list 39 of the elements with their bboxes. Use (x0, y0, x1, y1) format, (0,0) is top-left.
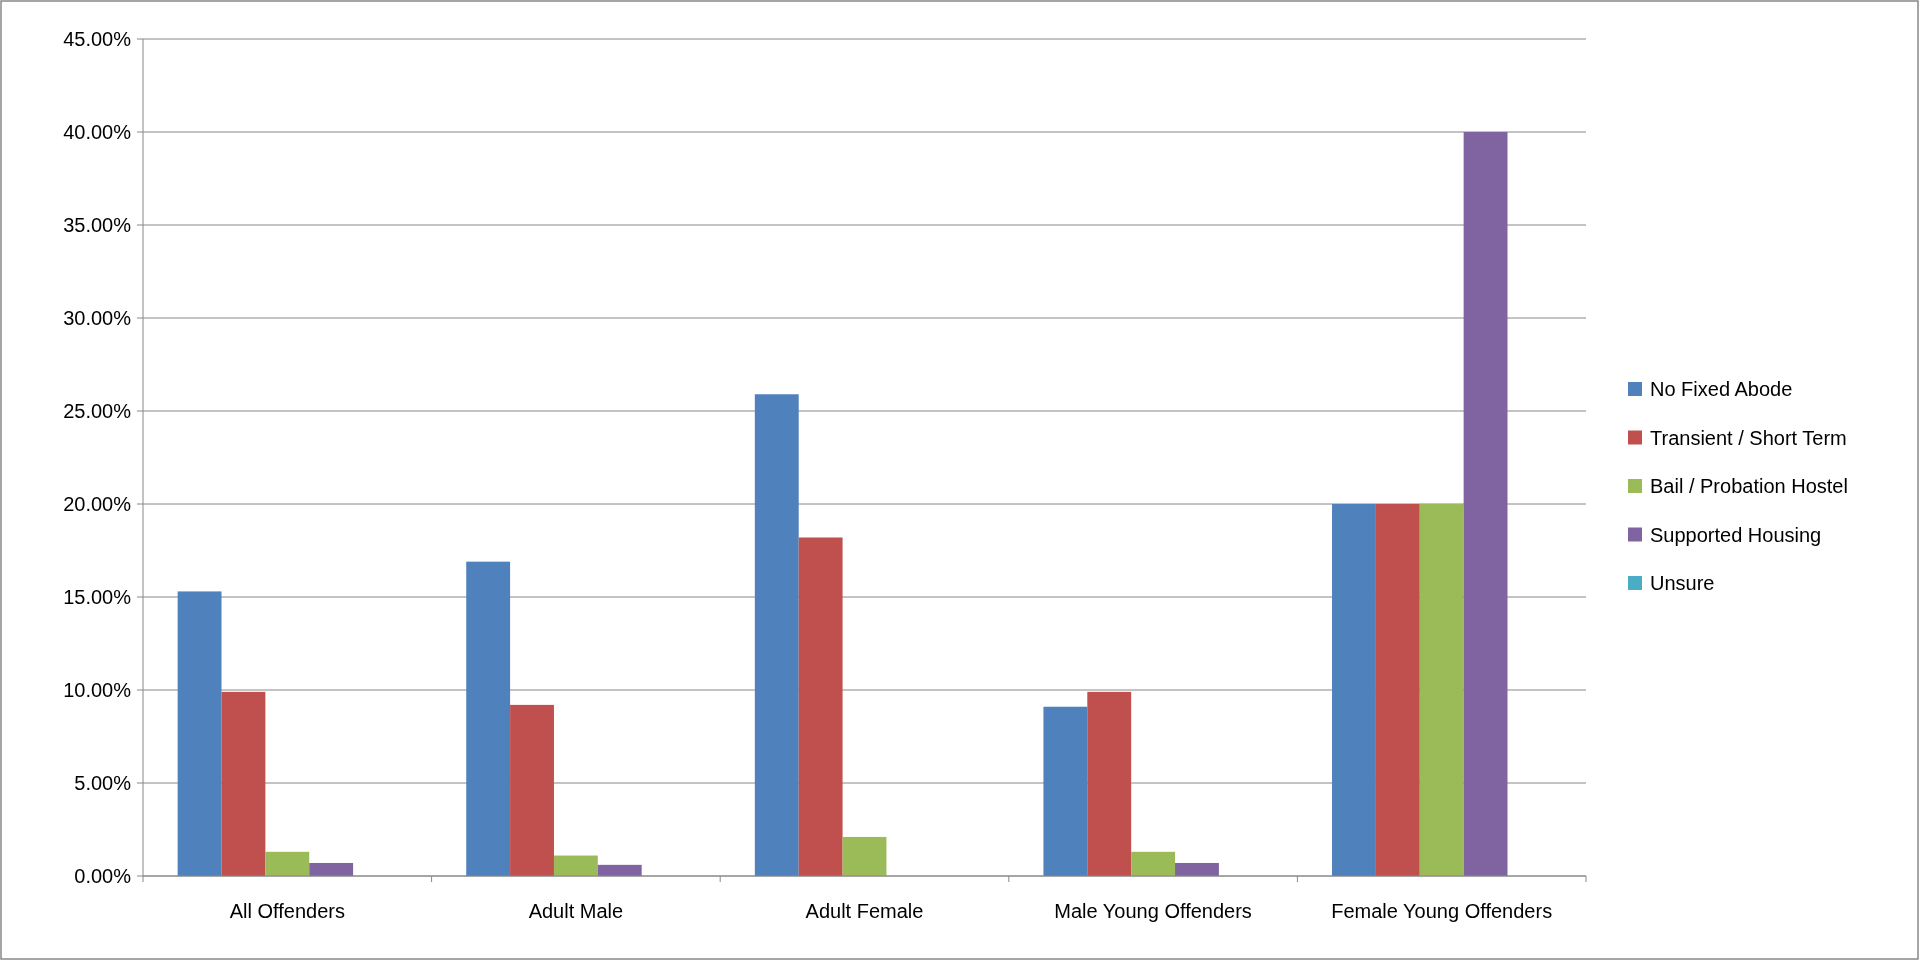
y-tick-label: 40.00% (63, 121, 132, 143)
y-tick-label: 45.00% (63, 28, 132, 50)
bar (597, 864, 642, 876)
bar (1463, 132, 1508, 876)
legend-label: Bail / Probation Hostel (1650, 475, 1848, 497)
bar (1419, 504, 1464, 876)
legend-label: Transient / Short Term (1650, 426, 1847, 449)
bar (221, 691, 266, 876)
y-tick-label: 35.00% (63, 214, 132, 236)
x-tick-label: Adult Male (528, 900, 624, 922)
bar (265, 851, 310, 876)
y-tick-label: 15.00% (63, 586, 132, 608)
bar (466, 561, 511, 876)
bar (553, 855, 598, 876)
bar (842, 836, 887, 876)
bar (1087, 691, 1132, 876)
y-tick-label: 10.00% (63, 679, 132, 701)
legend-label: Unsure (1650, 572, 1715, 594)
y-tick-label: 30.00% (63, 307, 132, 329)
bar (1375, 504, 1420, 876)
x-tick-label: Adult Female (805, 900, 924, 922)
y-tick-label: 20.00% (63, 493, 132, 515)
y-tick-label: 0.00% (74, 865, 132, 887)
legend-label: Supported Housing (1650, 523, 1822, 546)
bar (1175, 862, 1219, 876)
y-tick-label: 5.00% (74, 772, 132, 794)
legend-label: No Fixed Abode (1650, 378, 1793, 400)
bar (510, 704, 554, 876)
bar (754, 394, 799, 876)
x-tick-label: All Offenders (229, 900, 345, 922)
bar (177, 591, 222, 876)
x-tick-label: Male Young Offenders (1054, 900, 1252, 922)
bar (1131, 851, 1176, 876)
x-tick-label: Female Young Offenders (1331, 900, 1553, 922)
y-tick-label: 25.00% (63, 400, 132, 422)
bar (1332, 504, 1376, 876)
bar (309, 862, 354, 876)
bar (798, 537, 843, 876)
bar (1043, 706, 1088, 876)
